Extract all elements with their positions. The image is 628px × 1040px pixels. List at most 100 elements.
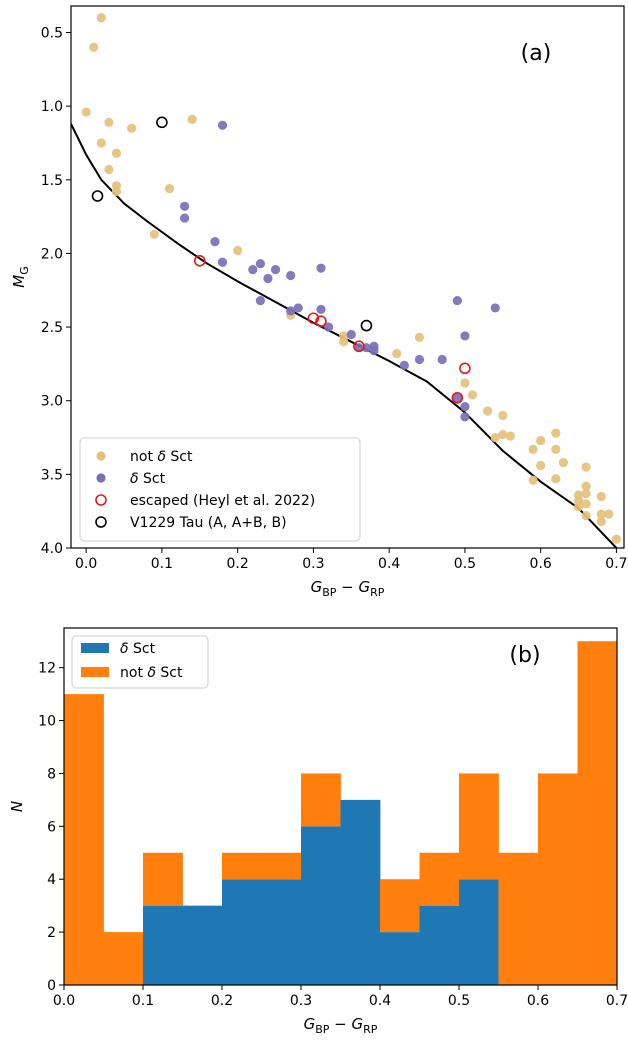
dsct-point-28 xyxy=(460,402,470,412)
not-dsct-point-26 xyxy=(528,444,538,454)
legend-marker-a-2 xyxy=(95,494,107,506)
not-dsct-point-20 xyxy=(467,390,478,400)
y-tick-label-a-6: 3.5 xyxy=(41,467,63,483)
not-dsct-point-3 xyxy=(104,117,114,127)
dsct-point-26 xyxy=(460,331,470,341)
dsct-point-10 xyxy=(316,263,326,273)
dsct-point-4 xyxy=(217,257,228,267)
dsct-bar-8 xyxy=(380,932,420,985)
x-tick-label-a-6: 0.6 xyxy=(530,556,552,572)
x-tick-label-b-4: 0.4 xyxy=(369,993,391,1009)
histogram-bars xyxy=(64,641,618,985)
dsct-point-23 xyxy=(437,354,447,365)
legend-a: not δ Sct δ Sct escaped (Heyl et al. 2022)… xyxy=(79,437,361,542)
dsct-bar-3 xyxy=(182,905,223,985)
dsct-bar-7 xyxy=(340,799,381,985)
axes-frame-a xyxy=(70,5,625,549)
not-dsct-point-36 xyxy=(581,462,591,472)
not-dsct-point-7 xyxy=(111,148,122,158)
not-dsct-point-29 xyxy=(551,444,561,454)
not-dsct-point-31 xyxy=(558,457,568,468)
not-dsct-point-1 xyxy=(89,42,99,52)
not-dsct-point-17 xyxy=(392,348,402,359)
x-tick-label-b-7: 0.7 xyxy=(606,993,628,1009)
not-dsct-point-33 xyxy=(551,474,561,484)
not-dsct-point-27 xyxy=(536,435,546,446)
not-dsct-point-44 xyxy=(596,516,606,527)
dsct-bar-10 xyxy=(459,879,499,985)
dsct-point-20 xyxy=(369,346,379,356)
not-dsct-point-39 xyxy=(581,499,591,509)
y-tick-label-b-3: 6 xyxy=(47,819,56,835)
dsct-bar-9 xyxy=(419,905,460,985)
y-tick-label-a-5: 3.0 xyxy=(41,394,63,410)
dsct-point-0 xyxy=(217,120,228,130)
not-dsct-point-21 xyxy=(483,406,493,416)
not-dsct-point-30 xyxy=(536,460,546,471)
y-tick-label-b-0: 0 xyxy=(47,978,56,994)
legend-label-a-3: V1229 Tau (A, A+B, B) xyxy=(130,515,287,531)
not-dsct-point-5 xyxy=(127,123,137,133)
y-tick-label-a-4: 2.5 xyxy=(41,320,63,336)
not-dsct-point-23 xyxy=(490,432,500,443)
v1229-tau-marker-1 xyxy=(91,190,104,202)
dsct-point-27 xyxy=(452,393,462,403)
legend-label-a-1: δ Sct xyxy=(130,471,166,487)
legend-marker-a-3 xyxy=(95,516,107,528)
not-dsct-point-13 xyxy=(233,245,243,256)
dsct-point-6 xyxy=(255,259,265,269)
not-dsct-point-43 xyxy=(604,509,614,519)
not-dsct-point-41 xyxy=(596,491,606,502)
x-tick-label-a-0: 0.0 xyxy=(75,556,97,572)
dsct-point-3 xyxy=(210,237,220,247)
dsct-point-1 xyxy=(180,201,190,211)
legend-label-a-0: not δ Sct xyxy=(130,449,193,465)
dsct-point-14 xyxy=(316,304,326,315)
not-dsct-point-45 xyxy=(611,534,622,544)
legend-swatch-b-0 xyxy=(81,643,109,653)
not-dsct-point-0 xyxy=(96,13,106,23)
plot-area-a xyxy=(71,13,622,548)
dsct-point-29 xyxy=(460,412,470,422)
x-tick-label-b-5: 0.5 xyxy=(448,993,470,1009)
y-tick-label-b-4: 8 xyxy=(47,766,56,782)
not-dsct-point-11 xyxy=(164,184,175,194)
not-dsct-point-8 xyxy=(104,164,114,175)
legend-label-a-2: escaped (Heyl et al. 2022) xyxy=(130,493,315,509)
not-dsct-bar-13 xyxy=(577,641,618,985)
not-dsct-bar-5 xyxy=(261,852,302,880)
not-dsct-point-16 xyxy=(339,337,349,347)
y-axis-label-b: N xyxy=(8,801,26,812)
dsct-point-2 xyxy=(180,213,190,223)
x-tick-label-b-3: 0.3 xyxy=(290,993,312,1009)
not-dsct-point-22 xyxy=(498,410,508,421)
y-tick-label-b-5: 10 xyxy=(38,714,56,730)
not-dsct-point-32 xyxy=(528,475,538,485)
not-dsct-bar-8 xyxy=(380,879,420,933)
dsct-point-22 xyxy=(414,354,425,365)
not-dsct-point-42 xyxy=(596,509,606,519)
not-dsct-bar-9 xyxy=(419,852,460,906)
dsct-point-9 xyxy=(263,273,273,284)
not-dsct-bar-4 xyxy=(222,852,262,880)
dsct-bar-5 xyxy=(261,879,302,985)
dsct-point-12 xyxy=(286,306,296,316)
legend-b: δ Sct not δ Sct xyxy=(71,635,209,689)
dsct-point-11 xyxy=(255,295,265,306)
escaped-marker-5 xyxy=(451,391,464,404)
y-tick-label-a-2: 1.5 xyxy=(41,173,63,189)
not-dsct-point-38 xyxy=(581,488,591,499)
not-dsct-bar-2 xyxy=(143,852,183,906)
x-tick-label-a-4: 0.4 xyxy=(378,556,400,572)
x-tick-label-b-0: 0.0 xyxy=(53,993,75,1009)
v1229-tau-marker-2 xyxy=(360,319,373,332)
not-dsct-bar-12 xyxy=(538,773,578,985)
escaped-marker-0 xyxy=(193,254,206,267)
x-tick-label-a-5: 0.5 xyxy=(454,556,476,572)
x-tick-label-a-7: 0.7 xyxy=(605,556,627,572)
not-dsct-point-18 xyxy=(414,332,425,342)
not-dsct-point-2 xyxy=(81,107,91,117)
dsct-point-25 xyxy=(490,303,500,313)
dsct-point-7 xyxy=(270,265,281,275)
